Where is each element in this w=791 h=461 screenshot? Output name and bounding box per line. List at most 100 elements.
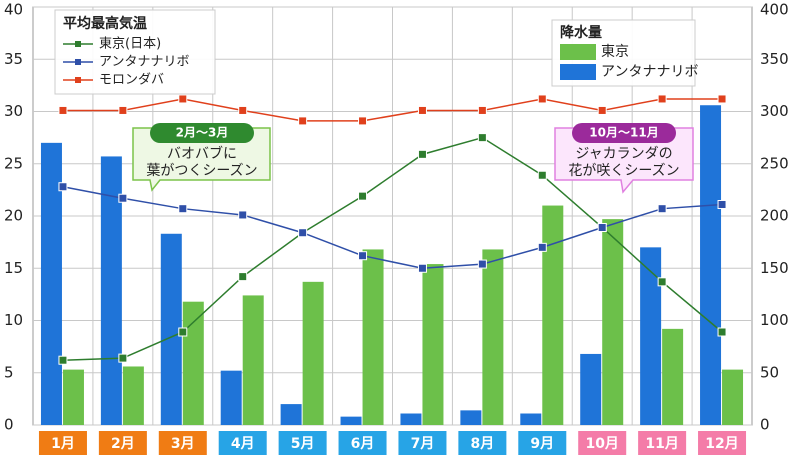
month-box (278, 431, 327, 455)
point (298, 116, 308, 126)
callout-pill (572, 123, 676, 143)
point (58, 105, 68, 115)
point (58, 355, 68, 365)
bar (482, 249, 504, 425)
point (358, 251, 368, 261)
overlays: 平均最高気温 降水量 2月～3月 バオバブに 葉がつくシーズン 10月～11月 … (4, 1, 789, 455)
x-tick-label: 8月 (471, 436, 495, 452)
point (358, 116, 368, 126)
month-box (338, 431, 387, 455)
month-box (98, 431, 147, 455)
month-box (158, 431, 207, 455)
line-legend-title: 平均最高気温 (63, 15, 147, 32)
month-box (38, 431, 87, 455)
point (477, 105, 487, 115)
bar (220, 370, 242, 425)
point (298, 228, 308, 238)
point (657, 94, 667, 104)
bar (520, 413, 542, 425)
bar (400, 413, 422, 425)
point (118, 353, 128, 363)
point (118, 193, 128, 203)
month-box (218, 431, 267, 455)
bar (280, 404, 302, 425)
bar (362, 249, 384, 425)
bar (40, 142, 62, 425)
month-box (638, 431, 687, 455)
y-tick-label: 35 (4, 50, 23, 68)
bar (580, 353, 602, 425)
point (58, 182, 68, 192)
callout-box (132, 127, 271, 192)
marks (40, 94, 744, 425)
point (657, 277, 667, 287)
x-tick-label: 4月 (231, 436, 255, 452)
y2-tick-label: 150 (760, 259, 789, 277)
point (358, 191, 368, 201)
y2-tick-label: 300 (760, 102, 789, 120)
month-box (578, 431, 627, 455)
y-tick-label: 25 (4, 154, 23, 172)
point (238, 210, 248, 220)
legend-label: 東京 (601, 44, 629, 60)
legend-marker (75, 77, 81, 83)
point (717, 94, 727, 104)
y2-tick-label: 0 (760, 416, 770, 434)
y2-tick-label: 100 (760, 311, 789, 329)
line (62, 186, 723, 270)
month-box (458, 431, 507, 455)
legend-swatch (560, 44, 596, 60)
month-box (698, 431, 747, 455)
point (477, 133, 487, 143)
callout-text: 花が咲くシーズン (568, 163, 679, 179)
y-tick-label: 30 (4, 102, 23, 120)
point (238, 105, 248, 115)
point (417, 105, 427, 115)
point (178, 94, 188, 104)
bar (700, 105, 722, 425)
point (717, 200, 727, 210)
point (417, 149, 427, 159)
bar (340, 416, 362, 425)
month-box (398, 431, 447, 455)
legend-label: モロンダバ (99, 73, 164, 88)
line (62, 136, 723, 361)
point (597, 222, 607, 232)
point (477, 259, 487, 269)
callout-pill (150, 123, 254, 143)
y2-tick-label: 250 (760, 154, 789, 172)
line (62, 98, 723, 122)
callout-text: ジャカランダの (575, 146, 672, 162)
point (537, 242, 547, 252)
x-tick-label: 10月 (585, 436, 618, 452)
y-tick-label: 0 (4, 416, 14, 434)
point (657, 204, 667, 214)
y-tick-label: 10 (4, 311, 23, 329)
point (178, 327, 188, 337)
point (417, 263, 427, 273)
legend-marker (75, 41, 81, 47)
legend-label: アンタナナリボ (601, 64, 698, 80)
callout-box (554, 127, 694, 194)
callout-period: 2月～3月 (176, 126, 229, 140)
point (597, 105, 607, 115)
x-tick-label: 6月 (351, 436, 375, 452)
y-tick-label: 20 (4, 207, 23, 225)
callout-period: 10月～11月 (589, 126, 658, 140)
bar (182, 301, 204, 425)
bar (422, 264, 444, 425)
bar (460, 410, 482, 425)
x-tick-label: 2月 (111, 436, 135, 452)
bar (122, 366, 144, 425)
bar (160, 233, 182, 425)
bar (722, 369, 744, 425)
x-tick-label: 9月 (530, 436, 554, 452)
y2-tick-label: 400 (760, 1, 789, 19)
legend-swatch (560, 64, 596, 80)
bar (62, 369, 84, 425)
point (178, 204, 188, 214)
point (118, 105, 128, 115)
point (537, 94, 547, 104)
point (238, 272, 248, 282)
x-tick-label: 1月 (51, 436, 75, 452)
